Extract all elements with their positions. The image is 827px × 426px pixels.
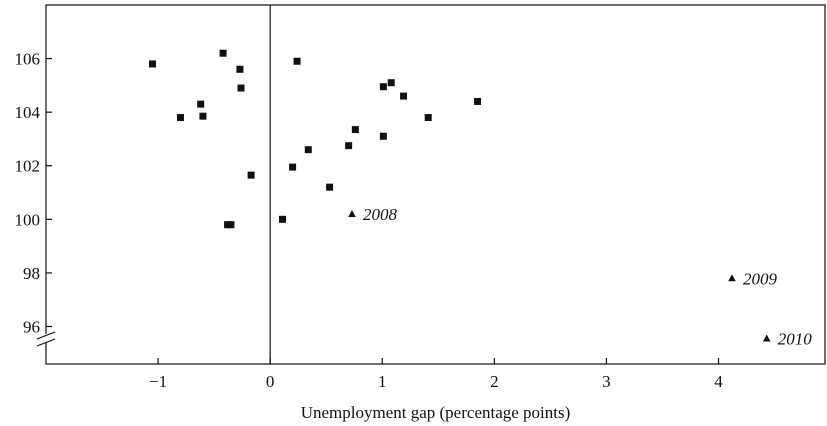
x-tick-label: 4 — [714, 372, 723, 391]
square-point — [199, 112, 207, 120]
square-point — [197, 100, 205, 108]
y-tick-label: 98 — [23, 264, 40, 283]
square-point — [424, 114, 432, 122]
plot-frame — [45, 4, 826, 365]
year-annotation: 2009 — [743, 269, 778, 288]
triangle-point — [762, 334, 771, 342]
square-point — [219, 49, 227, 57]
y-tick-label: 104 — [15, 103, 41, 122]
triangle-point — [728, 274, 736, 282]
x-axis-title: Unemployment gap (percentage points) — [301, 403, 571, 422]
square-point — [289, 163, 297, 171]
square-point — [227, 221, 235, 229]
y-axis-break-marker — [36, 331, 56, 347]
x-tick-label: 3 — [602, 372, 611, 391]
square-point — [293, 57, 301, 65]
year-annotation: 2008 — [363, 205, 398, 224]
square-point — [351, 126, 359, 134]
square-point — [279, 215, 287, 223]
x-tick-label: 0 — [266, 372, 275, 391]
square-point — [177, 114, 185, 122]
axis-break-line — [36, 338, 56, 347]
point-annotations: 2008 2009 2010 — [363, 205, 812, 349]
triangle-point — [348, 209, 356, 217]
square-point — [326, 183, 334, 191]
square-point — [345, 142, 353, 150]
square-point — [400, 92, 408, 100]
year-annotation: 2010 — [778, 330, 813, 349]
data-points — [148, 49, 771, 342]
square-point — [247, 171, 255, 179]
x-tick-label: −1 — [149, 372, 167, 391]
square-point — [379, 83, 387, 91]
x-tick-label: 1 — [378, 372, 387, 391]
square-point — [237, 84, 245, 92]
square-point — [379, 132, 387, 140]
square-point — [474, 97, 482, 105]
square-point — [148, 60, 156, 68]
x-axis-ticks: −1 0 1 2 3 4 — [149, 358, 723, 391]
y-tick-label: 96 — [23, 317, 40, 336]
y-tick-label: 106 — [15, 50, 41, 69]
square-point — [304, 146, 312, 154]
x-tick-label: 2 — [490, 372, 499, 391]
axis-break-gap — [43, 334, 49, 343]
axis-break-line — [36, 331, 56, 340]
plot-border — [45, 4, 826, 365]
square-point — [387, 79, 395, 87]
y-tick-label: 100 — [15, 210, 41, 229]
y-axis-ticks: 96 98 100 102 104 106 — [15, 50, 52, 336]
y-tick-label: 102 — [15, 157, 41, 176]
square-point — [236, 65, 244, 73]
